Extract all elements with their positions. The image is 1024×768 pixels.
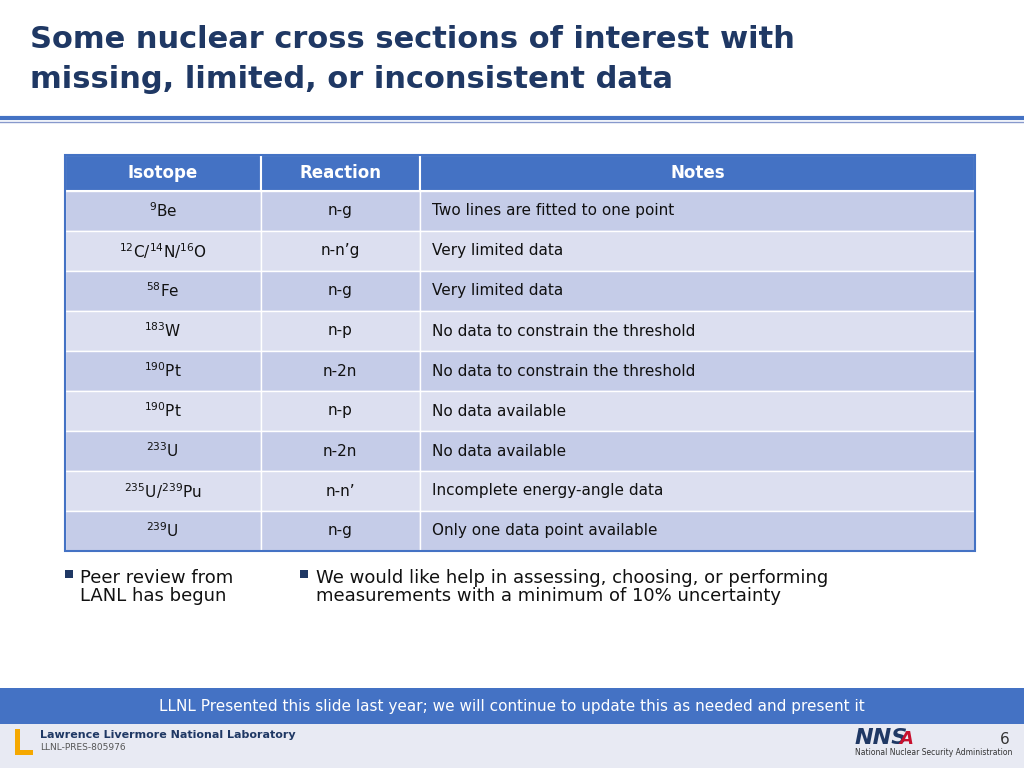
Bar <box>420 271 975 311</box>
Bar <box>0 724 1024 768</box>
Text: Lawrence Livermore National Laboratory: Lawrence Livermore National Laboratory <box>40 730 296 740</box>
Text: measurements with a minimum of 10% uncertainty: measurements with a minimum of 10% uncer… <box>316 587 781 605</box>
Text: missing, limited, or inconsistent data: missing, limited, or inconsistent data <box>30 65 673 94</box>
Text: Very limited data: Very limited data <box>432 243 563 259</box>
Text: Notes: Notes <box>670 164 725 182</box>
Text: n-p: n-p <box>328 403 352 419</box>
Bar <box>261 191 420 231</box>
Text: $^{58}$Fe: $^{58}$Fe <box>146 282 179 300</box>
Text: Very limited data: Very limited data <box>432 283 563 299</box>
Bar <box>420 191 975 231</box>
Bar <box>420 155 975 191</box>
Text: Only one data point available: Only one data point available <box>432 524 657 538</box>
Bar <box>261 471 420 511</box>
Bar <box>65 471 261 511</box>
Text: No data available: No data available <box>432 403 566 419</box>
Text: 6: 6 <box>1000 733 1010 747</box>
Text: NNS: NNS <box>855 728 908 748</box>
Text: No data to constrain the threshold: No data to constrain the threshold <box>432 363 695 379</box>
Bar <box>261 431 420 471</box>
Bar <box>420 311 975 351</box>
Text: n-g: n-g <box>328 204 352 219</box>
Text: $^{233}$U: $^{233}$U <box>146 442 179 460</box>
Bar <box>65 391 261 431</box>
Bar <box>261 155 420 191</box>
Text: Two lines are fitted to one point: Two lines are fitted to one point <box>432 204 674 219</box>
Text: Some nuclear cross sections of interest with: Some nuclear cross sections of interest … <box>30 25 795 54</box>
Text: National Nuclear Security Administration: National Nuclear Security Administration <box>855 748 1013 757</box>
Text: n-g: n-g <box>328 524 352 538</box>
Bar <box>0 688 1024 724</box>
Text: Peer review from: Peer review from <box>80 569 233 587</box>
Bar <box>65 511 261 551</box>
Bar <box>261 311 420 351</box>
Text: Reaction: Reaction <box>299 164 381 182</box>
Bar <box>65 431 261 471</box>
Bar <box>420 431 975 471</box>
Bar <box>420 391 975 431</box>
Bar <box>420 471 975 511</box>
Bar <box>261 271 420 311</box>
Bar <box>65 191 261 231</box>
Bar <box>65 570 73 578</box>
Text: n-2n: n-2n <box>324 363 357 379</box>
Text: n-g: n-g <box>328 283 352 299</box>
Text: n-2n: n-2n <box>324 443 357 458</box>
Text: $^{183}$W: $^{183}$W <box>144 322 181 340</box>
Bar <box>300 570 308 578</box>
Bar <box>420 351 975 391</box>
Text: Incomplete energy-angle data: Incomplete energy-angle data <box>432 484 664 498</box>
Text: n-n’: n-n’ <box>326 484 355 498</box>
Text: n-n’g: n-n’g <box>321 243 360 259</box>
Bar <box>420 511 975 551</box>
Text: LANL has begun: LANL has begun <box>80 587 226 605</box>
Text: No data to constrain the threshold: No data to constrain the threshold <box>432 323 695 339</box>
Text: Isotope: Isotope <box>128 164 198 182</box>
Text: No data available: No data available <box>432 443 566 458</box>
Bar <box>65 231 261 271</box>
Text: A: A <box>899 730 912 748</box>
Bar <box>261 511 420 551</box>
Text: $^{235}$U/$^{239}$Pu: $^{235}$U/$^{239}$Pu <box>124 481 202 501</box>
Text: $^{190}$Pt: $^{190}$Pt <box>144 402 181 420</box>
Bar <box>65 351 261 391</box>
Bar <box>15 750 33 755</box>
Text: $^{239}$U: $^{239}$U <box>146 521 179 541</box>
Text: LLNL Presented this slide last year; we will continue to update this as needed a: LLNL Presented this slide last year; we … <box>159 699 865 713</box>
Text: We would like help in assessing, choosing, or performing: We would like help in assessing, choosin… <box>316 569 828 587</box>
Bar <box>261 231 420 271</box>
Text: n-p: n-p <box>328 323 352 339</box>
Bar <box>261 351 420 391</box>
Bar <box>15 729 20 755</box>
Bar <box>65 155 261 191</box>
Bar <box>65 271 261 311</box>
Bar <box>261 391 420 431</box>
Text: LLNL-PRES-805976: LLNL-PRES-805976 <box>40 743 126 752</box>
Bar <box>65 155 975 551</box>
Text: $^{190}$Pt: $^{190}$Pt <box>144 362 181 380</box>
Bar <box>65 311 261 351</box>
Bar <box>420 231 975 271</box>
Text: $^{12}$C/$^{14}$N/$^{16}$O: $^{12}$C/$^{14}$N/$^{16}$O <box>119 241 207 261</box>
Text: $^{9}$Be: $^{9}$Be <box>148 202 177 220</box>
